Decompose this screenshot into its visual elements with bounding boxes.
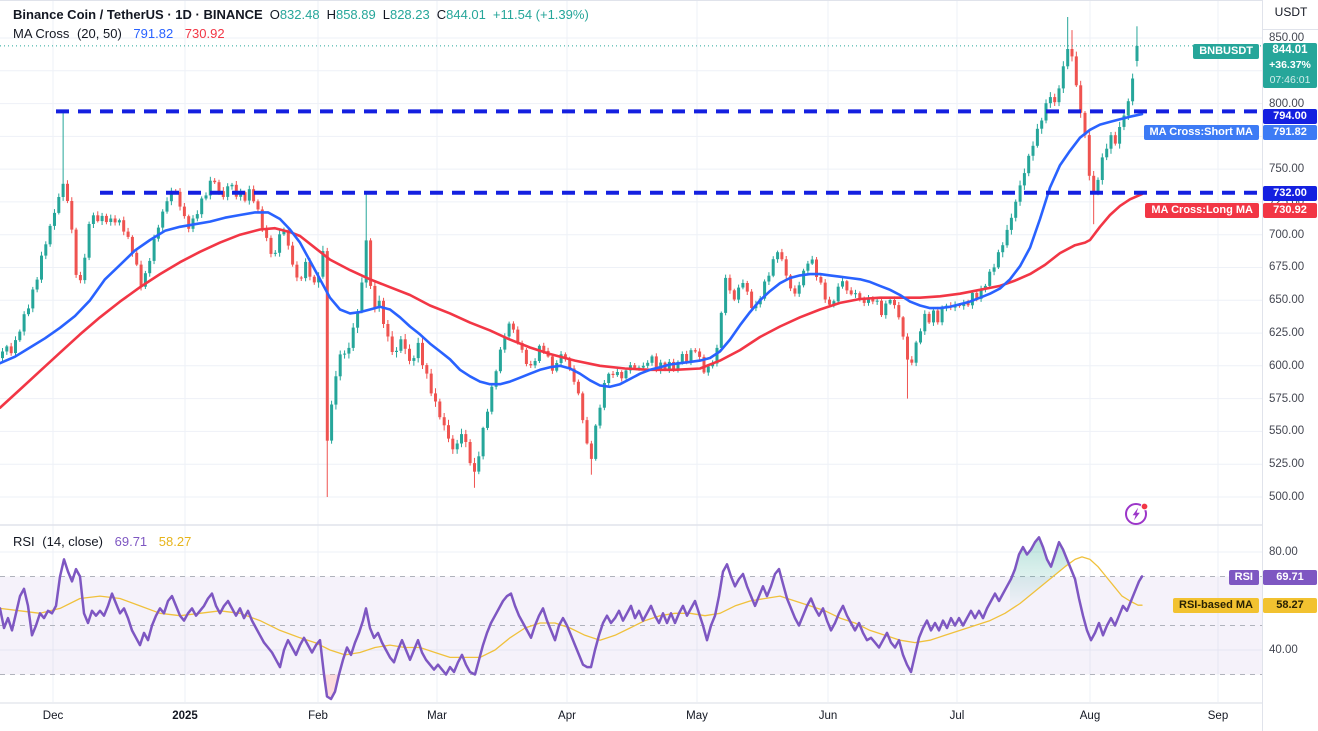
low-value: 828.23 [389, 7, 430, 22]
time-tick-label: Apr [558, 710, 576, 722]
time-tick-label: Sep [1207, 710, 1229, 722]
long-ma-flag: MA Cross:Long MA [1145, 203, 1259, 218]
rsi-oversold-fill [314, 674, 346, 699]
rsi-line [0, 536, 1144, 701]
price-tick-label: 800.00 [1269, 98, 1305, 110]
upper-level-badge: 794.00 [1263, 109, 1317, 124]
rsi-params: (14, close) [42, 534, 103, 549]
rsi-title: RSI [13, 534, 35, 549]
short-ma-flag: MA Cross:Short MA [1143, 125, 1259, 140]
short-ma-badge: 791.82 [1263, 125, 1317, 140]
high-label: H [326, 7, 336, 22]
price-tick-label: 650.00 [1269, 294, 1305, 306]
low-label: L [382, 7, 390, 22]
ma-cross-legend-row[interactable]: MA Cross (20, 50) 791.82 730.92 [13, 26, 225, 41]
rsi-ma-value-badge: 58.27 [1263, 598, 1317, 613]
high-value: 858.89 [335, 7, 376, 22]
rsi-pane [0, 536, 1262, 701]
open-value: 832.48 [279, 7, 320, 22]
price-tick-label: 750.00 [1269, 163, 1305, 175]
price-tick-label: 675.00 [1269, 261, 1305, 273]
bar-countdown: 07:46:01 [1269, 74, 1311, 86]
rsi-tick-label: 40.00 [1269, 644, 1298, 656]
ma-cross-title: MA Cross [13, 26, 70, 41]
candles [1, 17, 1139, 497]
price-tick-label: 700.00 [1269, 229, 1305, 241]
time-tick-label: Mar [427, 710, 447, 722]
magic-wand-button[interactable] [1123, 499, 1151, 527]
rsi-flag: RSI [1228, 570, 1259, 585]
time-tick-label: Jul [949, 710, 965, 722]
rsi-ma-line [0, 556, 1143, 659]
time-tick-label: Dec [42, 710, 64, 722]
rsi-legend-row[interactable]: RSI (14, close) 69.71 58.27 [13, 534, 191, 549]
rsi-ma-legend-value: 58.27 [158, 534, 192, 549]
rsi-divergence-fill [1010, 538, 1068, 610]
price-pane [0, 17, 1262, 497]
change-value: +11.54 (+1.39%) [492, 7, 589, 22]
axis-header-divider [1263, 29, 1318, 30]
symbol-title: Binance Coin / TetherUS · 1D · BINANCE [13, 7, 263, 22]
symbol-price-flag: BNBUSDT [1193, 43, 1259, 59]
price-tick-label: 625.00 [1269, 327, 1305, 339]
rsi-ma-flag: RSI-based MA [1173, 598, 1259, 613]
close-label: C [436, 7, 447, 22]
axis-currency-label: USDT [1274, 5, 1308, 19]
ma-short-legend-value: 791.82 [133, 26, 174, 41]
pane-separators [0, 0, 1318, 704]
time-tick-label: 2025 [172, 710, 198, 722]
ma-short-line [0, 112, 1144, 389]
time-tick-label: Aug [1079, 710, 1101, 722]
price-tick-label: 525.00 [1269, 458, 1305, 470]
rsi-tick-label: 80.00 [1269, 546, 1298, 558]
time-tick-label: Jun [818, 710, 838, 722]
rsi-legend-value: 69.71 [114, 534, 148, 549]
magic-wand-icon [1125, 502, 1149, 525]
long-ma-badge: 730.92 [1263, 203, 1317, 218]
time-tick-label: May [686, 710, 708, 722]
last-price-value: 844.01 [1272, 44, 1308, 56]
price-tick-label: 575.00 [1269, 393, 1305, 405]
symbol-legend-row[interactable]: Binance Coin / TetherUS · 1D · BINANCE O8… [13, 7, 589, 22]
open-label: O [269, 7, 280, 22]
time-tick-label: Feb [308, 710, 328, 722]
price-tick-label: 850.00 [1269, 32, 1305, 44]
gridlines [0, 0, 1262, 702]
change-percent-value: +36.37% [1269, 59, 1311, 71]
rsi-value-badge: 69.71 [1263, 570, 1317, 585]
price-tick-label: 500.00 [1269, 491, 1305, 503]
ma-long-line [0, 192, 1144, 410]
last-price-badge: 844.01 +36.37% 07:46:01 [1263, 43, 1317, 88]
price-tick-label: 550.00 [1269, 425, 1305, 437]
close-value: 844.01 [446, 7, 486, 22]
ma-long-legend-value: 730.92 [184, 26, 225, 41]
price-tick-label: 600.00 [1269, 360, 1305, 372]
ma-cross-params: (20, 50) [76, 26, 122, 41]
lower-level-badge: 732.00 [1263, 186, 1317, 201]
